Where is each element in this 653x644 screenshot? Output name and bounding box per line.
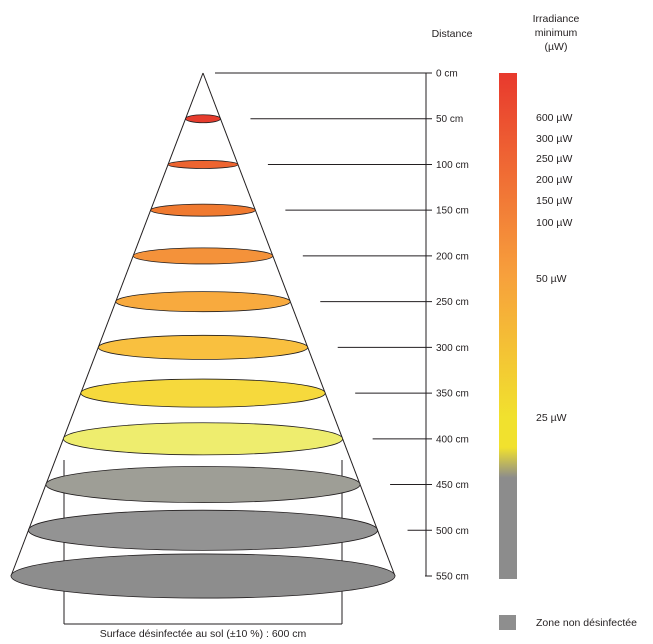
distance-label: 450 cm [436, 480, 469, 491]
irradiance-label: 100 µW [536, 217, 572, 229]
distance-label: 500 cm [436, 526, 469, 537]
irradiance-header-line-2: minimum [535, 27, 578, 39]
distance-rows: 0 cm 50 cm 100 cm 150 cm 200 cm 250 cm 300 cm 3… [215, 69, 469, 583]
irradiance-ellipse [97, 334, 309, 360]
irradiance-ellipse [115, 291, 291, 313]
legend-swatch [499, 615, 516, 630]
distance-label: 100 cm [436, 160, 469, 171]
irradiance-label: 25 µW [536, 412, 567, 424]
distance-label: 150 cm [436, 206, 469, 217]
irradiance-label: 250 µW [536, 153, 572, 165]
distance-label: 550 cm [436, 572, 469, 583]
cone-ellipses [10, 114, 396, 599]
irradiance-header-line-3: (µW) [545, 41, 568, 53]
distance-label: 200 cm [436, 251, 469, 262]
surface-caption: Surface désinfectée au sol (±10 %) : 600… [100, 628, 307, 640]
irradiance-label: 50 µW [536, 273, 567, 285]
legend-label: Zone non désinfectée [536, 617, 637, 629]
distance-label: 300 cm [436, 343, 469, 354]
irradiance-label: 600 µW [536, 112, 572, 124]
irradiance-label: 200 µW [536, 174, 572, 186]
irradiance-ellipse [167, 160, 239, 169]
distance-label: 400 cm [436, 434, 469, 445]
distance-label: 250 cm [436, 297, 469, 308]
irradiance-ellipse [45, 466, 361, 504]
cone-right-edge [202, 72, 396, 577]
irradiance-ellipse [80, 378, 326, 408]
distance-label: 50 cm [436, 114, 463, 125]
irradiance-ellipse [28, 509, 378, 551]
irradiance-ellipse [150, 203, 256, 217]
distance-label: 0 cm [436, 69, 458, 80]
irradiance-label: 300 µW [536, 133, 572, 145]
irradiance-colorbar [499, 73, 517, 579]
irradiance-ellipse [185, 114, 221, 124]
irradiance-ellipse [10, 553, 396, 599]
irradiance-ellipse [62, 422, 344, 456]
cone-left-edge [10, 72, 204, 577]
irradiance-ellipse [132, 247, 274, 265]
distance-header: Distance [432, 28, 473, 40]
irradiance-header-line-1: Irradiance [533, 13, 580, 25]
distance-label: 350 cm [436, 389, 469, 400]
irradiance-label: 150 µW [536, 195, 572, 207]
